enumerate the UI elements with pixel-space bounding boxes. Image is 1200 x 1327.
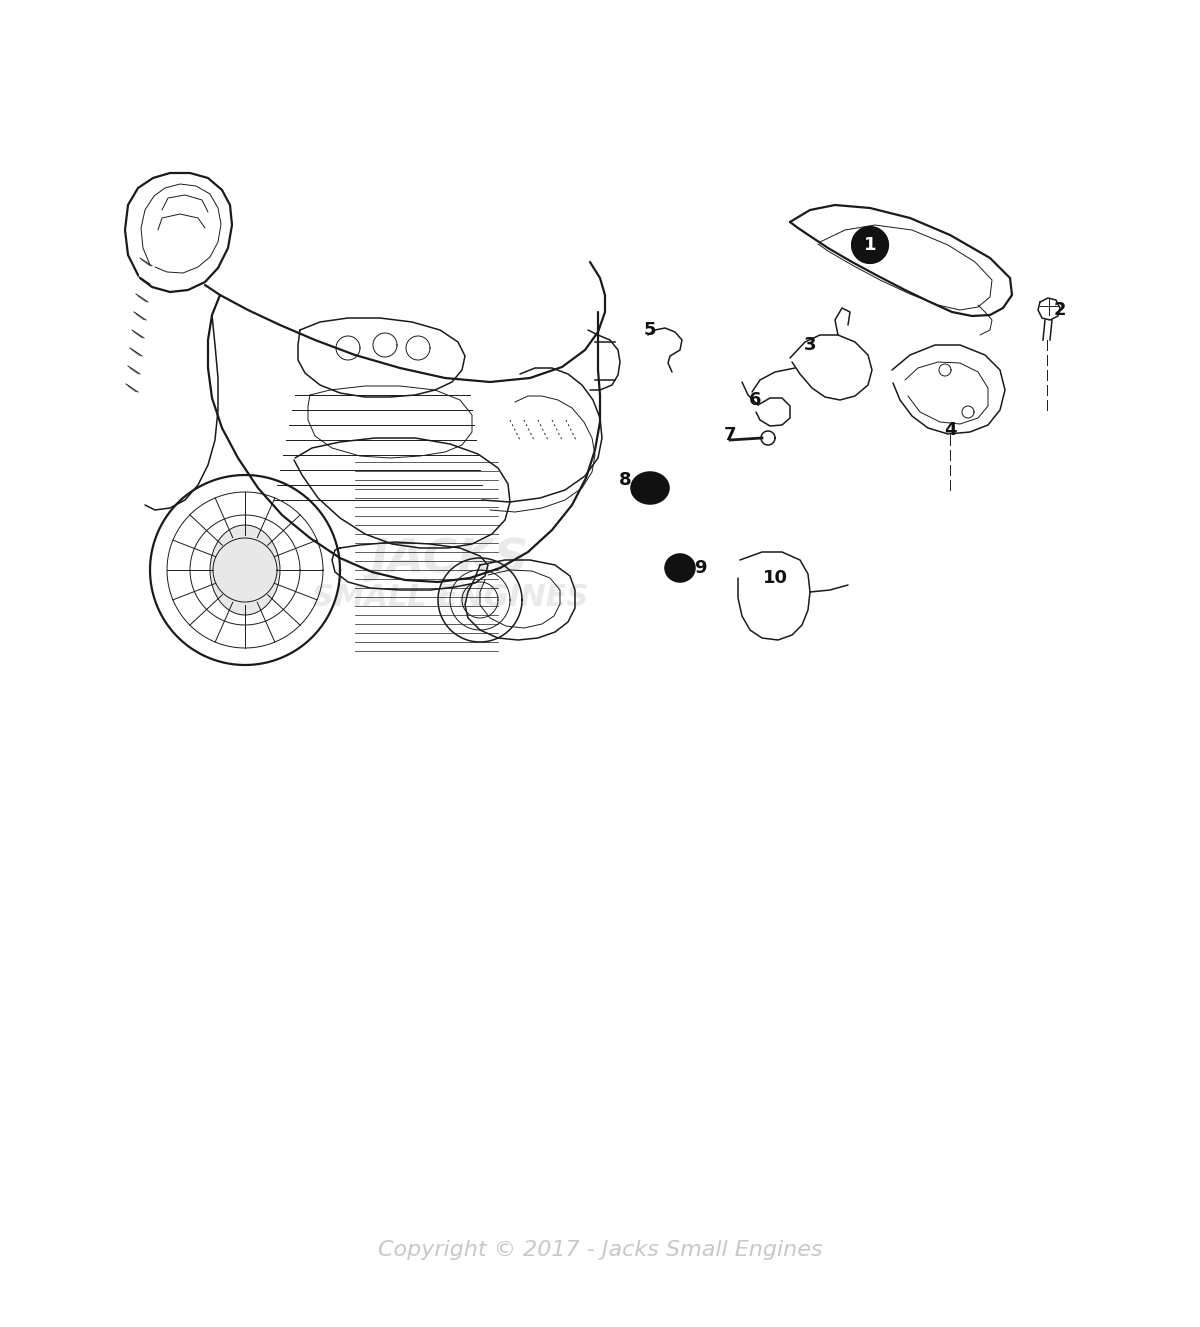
Text: 9: 9 <box>694 559 707 577</box>
Text: 8: 8 <box>619 471 631 490</box>
Text: 1: 1 <box>864 236 876 253</box>
Polygon shape <box>852 227 888 263</box>
Text: 2: 2 <box>1054 301 1067 318</box>
Text: 4: 4 <box>943 421 956 439</box>
Text: SMALL ENGINES: SMALL ENGINES <box>312 584 588 613</box>
Text: 10: 10 <box>762 569 787 587</box>
Text: 3: 3 <box>804 336 816 354</box>
Polygon shape <box>673 561 686 575</box>
Text: JACKS: JACKS <box>371 537 529 583</box>
Text: 5: 5 <box>643 321 656 338</box>
Ellipse shape <box>210 525 280 614</box>
Text: 7: 7 <box>724 426 737 445</box>
Text: 6: 6 <box>749 391 761 409</box>
Text: Copyright © 2017 - Jacks Small Engines: Copyright © 2017 - Jacks Small Engines <box>378 1239 822 1261</box>
Polygon shape <box>642 480 658 496</box>
Ellipse shape <box>631 472 670 504</box>
Ellipse shape <box>665 553 695 583</box>
